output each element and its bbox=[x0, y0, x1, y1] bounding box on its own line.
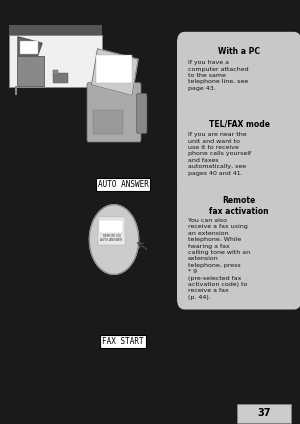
FancyBboxPatch shape bbox=[177, 32, 300, 119]
Bar bbox=[9, 35, 102, 87]
Bar bbox=[237, 404, 291, 423]
Bar bbox=[94, 86, 97, 95]
Bar bbox=[16, 56, 44, 86]
Text: REMOTE ON: REMOTE ON bbox=[103, 234, 121, 238]
Text: FAX START: FAX START bbox=[102, 337, 144, 346]
Bar bbox=[96, 55, 132, 83]
Text: AUTO ANSWER: AUTO ANSWER bbox=[100, 238, 123, 243]
Text: With a PC: With a PC bbox=[218, 47, 260, 56]
Bar bbox=[99, 220, 123, 233]
FancyBboxPatch shape bbox=[177, 180, 300, 310]
Text: TEL/FAX mode: TEL/FAX mode bbox=[209, 120, 270, 128]
Text: 37: 37 bbox=[257, 408, 271, 418]
Bar bbox=[53, 70, 58, 75]
Bar bbox=[15, 86, 17, 95]
Text: You can also
receive a fax using
an extension
telephone. While
hearing a fax
cal: You can also receive a fax using an exte… bbox=[188, 218, 250, 300]
Polygon shape bbox=[89, 205, 139, 274]
Bar bbox=[20, 41, 38, 54]
Polygon shape bbox=[92, 49, 138, 95]
Text: If you are near the
unit and want to
use it to receive
phone calls yourself
and : If you are near the unit and want to use… bbox=[188, 132, 251, 176]
Bar bbox=[52, 73, 68, 83]
Bar bbox=[98, 217, 124, 245]
FancyBboxPatch shape bbox=[177, 104, 300, 195]
Text: If you have a
computer attached
to the same
telephone line, see
page 43.: If you have a computer attached to the s… bbox=[188, 60, 249, 91]
FancyBboxPatch shape bbox=[87, 83, 141, 142]
FancyBboxPatch shape bbox=[136, 93, 147, 134]
Bar bbox=[93, 110, 123, 134]
Text: Remote
fax activation: Remote fax activation bbox=[209, 196, 269, 216]
Text: AUTO ANSWER: AUTO ANSWER bbox=[98, 180, 148, 189]
Bar bbox=[9, 25, 102, 35]
Polygon shape bbox=[18, 37, 42, 56]
